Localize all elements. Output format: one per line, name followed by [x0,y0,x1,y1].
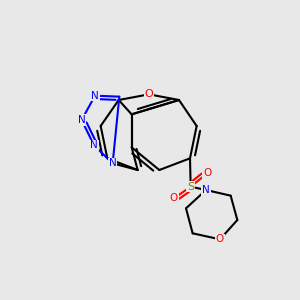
Text: O: O [170,193,178,203]
Text: N: N [78,115,86,125]
Text: N: N [91,91,99,101]
Text: O: O [145,89,153,99]
Text: N: N [109,158,116,168]
Text: N: N [202,185,210,195]
Text: O: O [216,234,224,244]
Text: N: N [90,140,98,150]
Text: S: S [187,182,194,192]
Text: O: O [203,168,212,178]
